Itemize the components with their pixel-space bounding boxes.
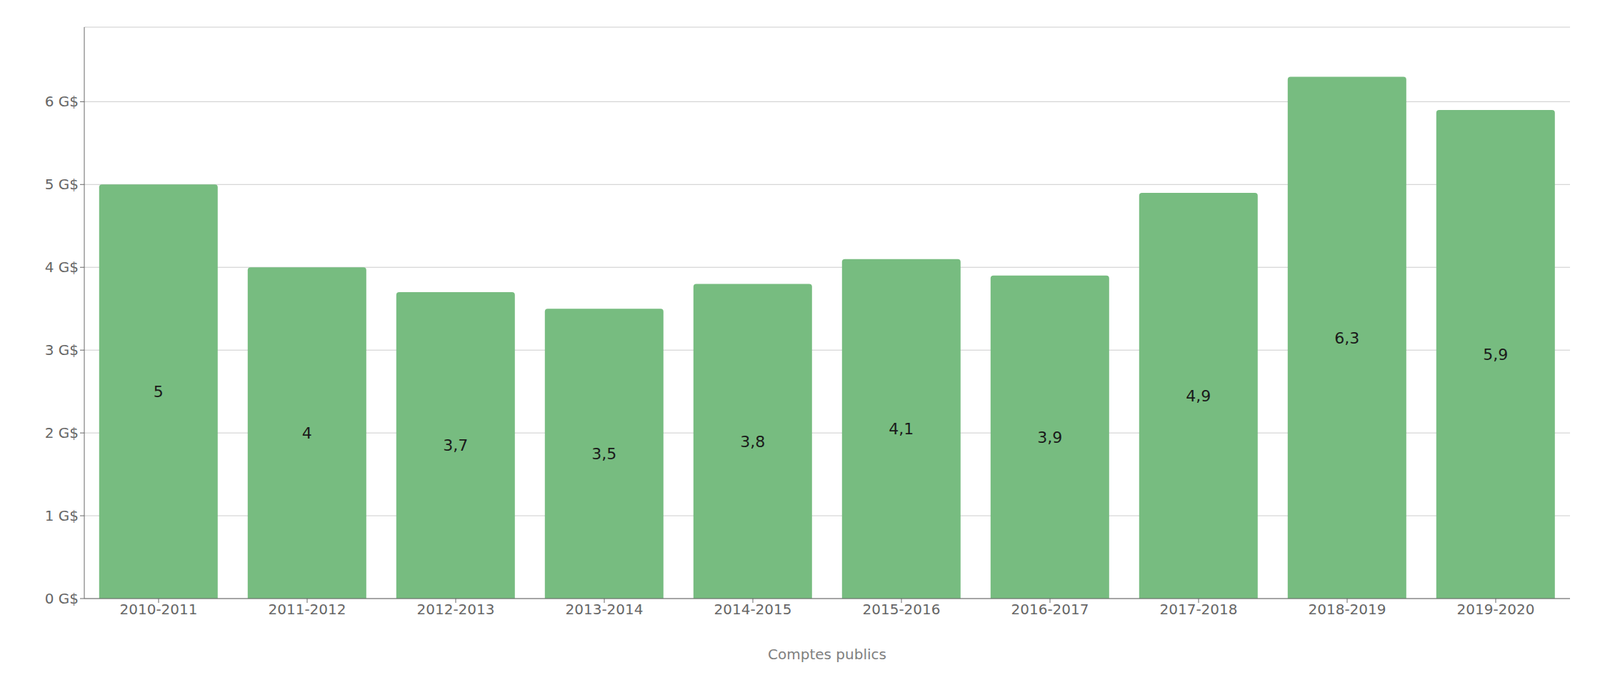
svg-text:2014-2015: 2014-2015 [713,600,792,618]
svg-text:4 G$: 4 G$ [45,258,79,276]
svg-text:1 G$: 1 G$ [45,507,79,525]
svg-text:2017-2018: 2017-2018 [1159,600,1238,618]
svg-text:3,8: 3,8 [740,432,765,451]
svg-text:2011-2012: 2011-2012 [267,600,346,618]
svg-text:2013-2014: 2013-2014 [565,600,643,618]
svg-text:2015-2016: 2015-2016 [862,600,940,618]
svg-text:3 G$: 3 G$ [45,341,79,359]
svg-text:2012-2013: 2012-2013 [416,600,495,618]
svg-text:3,7: 3,7 [442,436,468,455]
svg-text:3,5: 3,5 [591,445,617,463]
svg-text:3,9: 3,9 [1037,428,1063,447]
svg-text:Comptes publics: Comptes publics [767,645,887,663]
svg-text:5 G$: 5 G$ [45,175,79,193]
svg-text:2010-2011: 2010-2011 [119,600,198,618]
svg-text:6,3: 6,3 [1334,329,1360,348]
svg-text:4,9: 4,9 [1185,387,1211,405]
svg-text:5,9: 5,9 [1482,345,1508,364]
svg-text:4: 4 [302,424,313,443]
svg-text:2018-2019: 2018-2019 [1307,600,1386,618]
svg-text:4,1: 4,1 [888,420,914,438]
svg-text:0 G$: 0 G$ [45,590,79,608]
svg-text:2019-2020: 2019-2020 [1456,600,1535,618]
svg-text:2016-2017: 2016-2017 [1010,600,1089,618]
svg-text:6 G$: 6 G$ [45,92,79,110]
svg-text:5: 5 [153,382,164,401]
svg-text:2 G$: 2 G$ [45,424,79,442]
